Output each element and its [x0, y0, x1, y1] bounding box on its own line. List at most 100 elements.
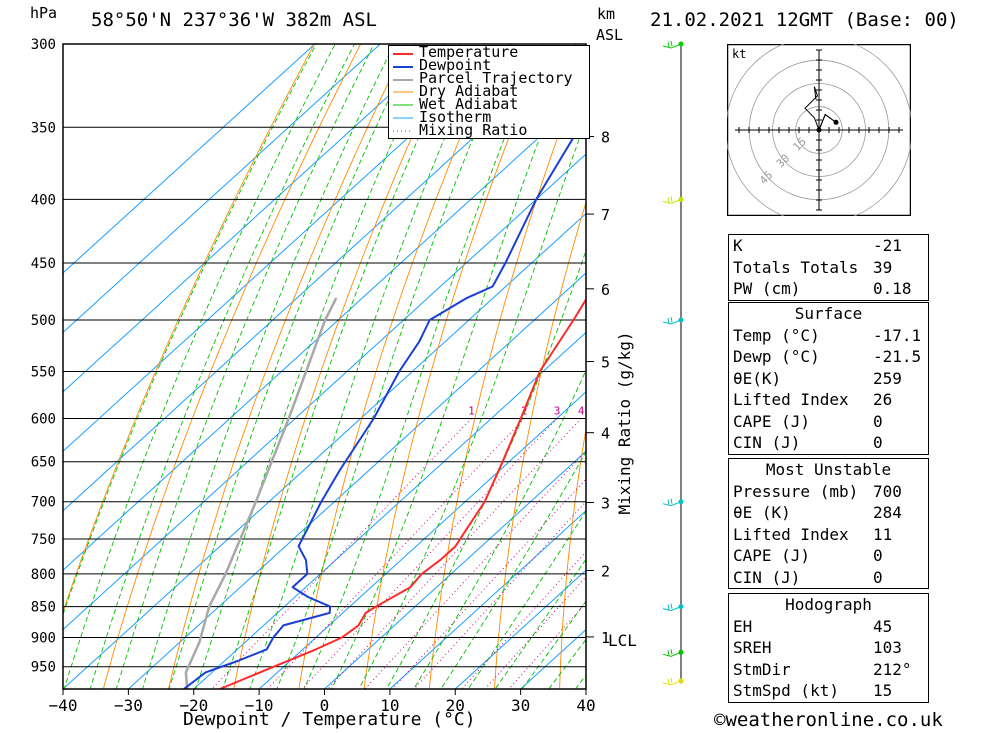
mixing-ratio-line	[301, 418, 558, 689]
mu-value: 284	[873, 503, 902, 522]
isotherm-line	[63, 44, 316, 274]
site-link[interactable]: weatheronline.co.uk	[725, 709, 943, 731]
hodograph-trace	[804, 86, 820, 131]
mixing-ratio-label: 10	[656, 405, 669, 418]
mixing-ratio-label: 8	[639, 405, 646, 418]
copyright-footer[interactable]: ©weatheronline.co.uk	[714, 709, 943, 731]
mu-label: CAPE (J)	[733, 546, 811, 565]
x-axis-title: Dewpoint / Temperature (°C)	[183, 709, 476, 730]
surface-value: 0	[873, 411, 883, 431]
surface-value: 26	[873, 390, 893, 409]
mu-value: 0	[873, 567, 883, 587]
mixing-ratio-label: 1	[468, 405, 475, 418]
x-tick-label: −20	[179, 696, 208, 715]
mu-value: 700	[873, 481, 902, 501]
hodograph-unit: kt	[732, 47, 746, 61]
pressure-tick-label: 300	[31, 37, 56, 53]
datetime-title: 21.02.2021 12GMT (Base: 00)	[650, 9, 959, 31]
pressure-tick-label: 750	[31, 532, 56, 548]
surface-value: 0	[873, 433, 883, 452]
legend-mixing-ratio: Mixing Ratio	[419, 121, 528, 139]
isotherm-line	[63, 44, 447, 393]
wet-adiabat-line	[358, 118, 586, 689]
wind-barb	[662, 677, 682, 686]
surface-label: Temp (°C)	[733, 325, 820, 345]
surface-label: Lifted Index	[733, 390, 849, 409]
km-tick-label: 6	[601, 281, 610, 299]
wet-adiabat-line	[521, 600, 586, 689]
isotherm-line	[63, 44, 382, 334]
pressure-tick-label: 350	[31, 120, 56, 136]
dry-adiabat-line	[927, 0, 985, 721]
temperature-line	[219, 297, 586, 689]
index-value: -21	[873, 236, 902, 255]
km-unit-label: km	[597, 5, 616, 23]
index-label: K	[733, 236, 743, 255]
mixing-ratio-line	[413, 500, 586, 689]
isotherm-line	[454, 569, 586, 689]
mu-label: Lifted Index	[733, 524, 849, 544]
isotherm-line	[63, 44, 512, 452]
mixing-ratio-line	[461, 551, 586, 689]
mixing-ratio-line	[266, 418, 525, 689]
surface-value: -21.5	[873, 347, 922, 366]
pressure-tick-label: 650	[31, 455, 56, 471]
hodograph-origin-dot	[816, 127, 822, 133]
mu-label: Pressure (mb)	[733, 481, 859, 501]
wind-barb	[662, 603, 682, 612]
x-tick-label: −40	[49, 696, 78, 715]
asl-unit-label: ASL	[596, 26, 624, 44]
x-tick-label: −30	[114, 696, 143, 715]
mixing-ratio-line	[484, 576, 586, 689]
pressure-tick-label: 800	[31, 567, 56, 583]
surface-label: CAPE (J)	[733, 411, 811, 431]
wet-adiabat-line	[115, 44, 375, 689]
legend-dry-adiabat: Dry Adiabat	[419, 82, 519, 100]
surface-value: 259	[873, 368, 902, 388]
indices-panel: K -21 Totals Totals 39 PW (cm) 0.18	[728, 234, 929, 301]
km-tick-label: 5	[601, 354, 610, 372]
x-tick-label: 10	[380, 696, 399, 715]
pressure-tick-label: 400	[31, 192, 56, 208]
index-label: PW (cm)	[733, 279, 801, 298]
km-tick-label: 2	[601, 563, 610, 581]
index-value: 0.18	[873, 279, 912, 298]
km-tick-label: 3	[601, 495, 610, 513]
dry-adiabat-line	[63, 44, 315, 614]
pressure-tick-label: 900	[31, 631, 56, 647]
legend-parcel: Parcel Trajectory	[419, 69, 573, 87]
pressure-tick-label: 500	[31, 313, 56, 329]
wet-adiabat-line	[548, 638, 586, 689]
hodo-stat-label: StmSpd (kt)	[733, 681, 839, 700]
isotherm-line	[519, 628, 586, 689]
wind-barb	[662, 498, 682, 507]
mixing-ratio-line	[391, 478, 586, 689]
most-unstable-panel: Most Unstable Pressure (mb) 700 θE (K) 284…	[728, 458, 929, 589]
parcel-trajectory-line	[184, 297, 338, 689]
mixing-ratio-line	[364, 450, 586, 689]
surface-label: Dewp (°C)	[733, 347, 820, 366]
isotherm-line	[389, 510, 586, 689]
hodo-stat-label: SREH	[733, 638, 772, 657]
mu-value: 0	[873, 546, 883, 565]
km-tick-label: 7	[601, 206, 610, 224]
surface-label: θE(K)	[733, 368, 782, 388]
mixing-ratio-line	[326, 418, 582, 689]
mu-value: 11	[873, 524, 893, 544]
hpa-unit-label: hPa	[30, 4, 58, 22]
mu-label: CIN (J)	[733, 567, 801, 587]
mixing-ratio-axis-title: Mixing Ratio (g/kg)	[615, 331, 634, 515]
legend-wet-adiabat: Wet Adiabat	[419, 95, 519, 113]
pressure-tick-label: 850	[31, 600, 56, 616]
wet-adiabat-line	[63, 44, 317, 616]
pressure-tick-label: 450	[31, 256, 56, 272]
legend-temperature: Temperature	[419, 43, 519, 61]
km-tick-label: 8	[601, 129, 610, 147]
wind-barb	[662, 316, 682, 325]
hodograph-stats-panel: Hodograph EH 45 SREH 103 StmDir 212° StmSpd…	[728, 593, 929, 703]
pressure-tick-label: 600	[31, 412, 56, 428]
mu-label: θE (K)	[733, 503, 791, 522]
x-tick-label: 20	[446, 696, 465, 715]
